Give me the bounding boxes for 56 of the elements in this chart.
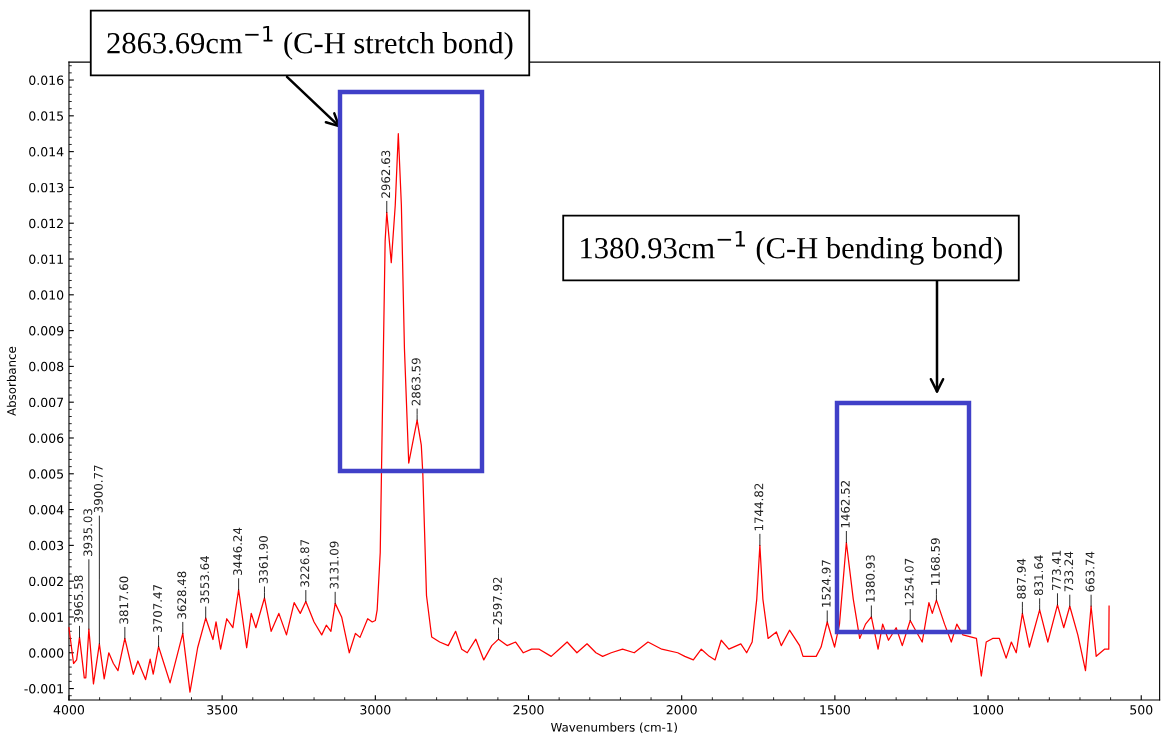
annotation: 1168.59 <box>930 538 940 585</box>
annotation: 733.24 <box>1064 551 1074 592</box>
x-tick-label: 2500 <box>513 705 544 715</box>
annotation: 3707.47 <box>153 584 163 632</box>
y-tick-label: -0.001 <box>24 684 63 694</box>
y-tick-label: 0.008 <box>29 361 64 372</box>
annotation: 2863.59 <box>411 358 421 406</box>
y-tick-label: 0.004 <box>29 505 64 515</box>
x-tick-label: 3500 <box>207 705 238 715</box>
annotation: 3131.09 <box>329 541 339 589</box>
line-series <box>68 133 1110 693</box>
annotation: 1744.82 <box>754 483 764 531</box>
y-tick-label: 0.010 <box>29 290 64 300</box>
annotation: 3361.90 <box>258 536 268 584</box>
annotation: 1380.93cm$^{−1}$ (C-H bending bond) <box>581 230 1002 265</box>
annotation: 831.64 <box>1034 555 1044 596</box>
x-tick-label: 4000 <box>53 705 85 715</box>
y-tick-label: 0.005 <box>29 469 64 479</box>
annotation: 1254.07 <box>904 558 914 606</box>
annotation: 663.74 <box>1085 551 1095 592</box>
y-tick-label: 0.014 <box>29 147 64 157</box>
annotation: 3628.48 <box>177 571 187 619</box>
annotation: 773.41 <box>1051 550 1061 590</box>
y-tick-label: 0.002 <box>29 576 63 587</box>
x-tick-label: 3000 <box>360 705 391 715</box>
annotation: 2962.63 <box>381 150 391 198</box>
x-tick-label: 1500 <box>820 705 850 715</box>
y-axis-title: Absorbance <box>6 346 16 416</box>
y-tick-label: 0.009 <box>29 326 64 336</box>
y-tick-label: 0.001 <box>29 612 63 622</box>
x-axis-title: Wavenumbers (cm-1) <box>551 722 677 734</box>
x-tick-label: 2000 <box>666 705 697 715</box>
annotation: 2597.92 <box>493 577 502 625</box>
x-tick-label: 1000 <box>973 705 1004 715</box>
annotation: 1524.97 <box>821 560 831 607</box>
y-tick-label: 0.012 <box>29 218 63 229</box>
annotation: 3553.64 <box>200 555 210 604</box>
annotation: 887.94 <box>1016 558 1026 599</box>
y-tick-label: 0.003 <box>29 540 64 551</box>
y-tick-label: 0.006 <box>29 433 64 443</box>
annotation: 1462.52 <box>840 480 850 528</box>
y-tick-label: 0.011 <box>29 254 63 264</box>
annotation: 3965.58 <box>74 575 83 623</box>
annotation: 3900.77 <box>93 465 103 513</box>
annotation: 3226.87 <box>300 539 310 587</box>
y-tick-label: 0.013 <box>29 182 64 193</box>
text: 2863.69cm$^{−1}$ (C-H stretch bond) <box>107 25 513 60</box>
y-tick-label: 0.016 <box>29 75 64 85</box>
annotation: 1380.93 <box>865 555 875 602</box>
annotation: 3935.03 <box>83 509 93 557</box>
annotation: 3446.24 <box>233 527 243 575</box>
annotation: 3817.60 <box>119 576 129 624</box>
y-tick-label: 0.007 <box>29 397 64 408</box>
y-tick-label: 0.015 <box>29 111 64 121</box>
x-tick-label: 500 <box>1130 705 1153 715</box>
y-tick-label: 0.000 <box>29 648 64 658</box>
